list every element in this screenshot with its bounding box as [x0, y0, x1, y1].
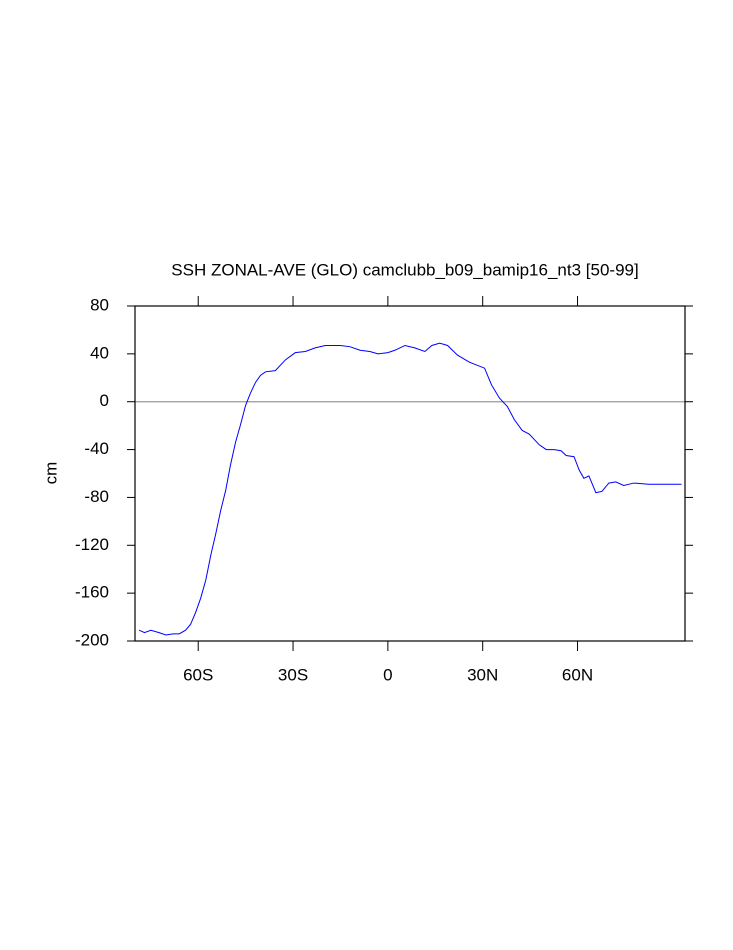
- y-tick-label: -80: [84, 487, 109, 506]
- y-tick-label: -120: [75, 535, 109, 554]
- x-tick-label: 30S: [278, 665, 308, 684]
- x-tick-label: 30N: [467, 665, 498, 684]
- y-tick-label: -200: [75, 630, 109, 649]
- chart-title: SSH ZONAL-AVE (GLO) camclubb_b09_bamip16…: [171, 260, 638, 279]
- y-tick-label: 0: [100, 391, 109, 410]
- y-tick-label: 40: [90, 343, 109, 362]
- data-line: [138, 342, 682, 636]
- y-axis-label: cm: [41, 462, 60, 485]
- plot-frame: [134, 305, 686, 642]
- x-tick-label: 60N: [562, 665, 593, 684]
- x-tick-label: 60S: [183, 665, 213, 684]
- y-tick-label: -160: [75, 583, 109, 602]
- y-tick-label: 80: [90, 295, 109, 314]
- y-tick-label: -40: [84, 439, 109, 458]
- x-tick-label: 0: [383, 665, 392, 684]
